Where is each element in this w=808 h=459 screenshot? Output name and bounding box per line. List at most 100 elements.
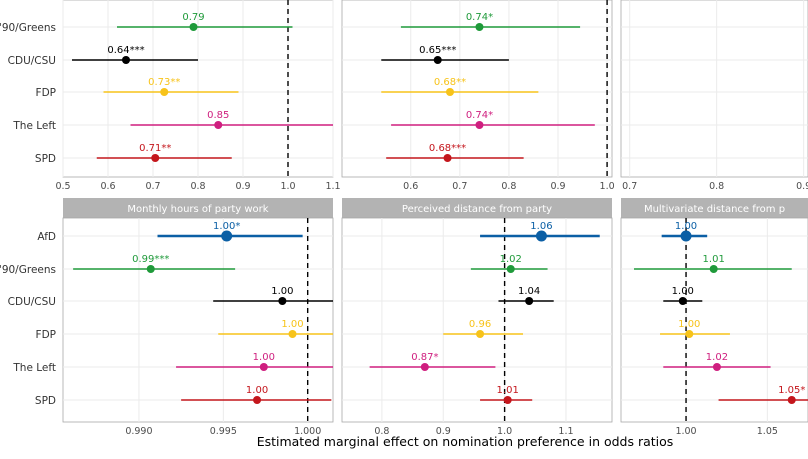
x-tick-label: 1.1: [325, 181, 340, 192]
point-spd: [253, 396, 262, 404]
y-tick-label-the-left: The Left: [12, 362, 56, 374]
data-label-spd: 1.01: [497, 385, 519, 396]
x-tick-label: 1.1: [558, 426, 573, 437]
data-label-spd: 1.00: [246, 385, 268, 396]
point-cdu-csu: [122, 56, 130, 64]
point-cdu-csu: [278, 297, 287, 305]
x-tick-label: 0.8: [190, 181, 205, 192]
point-fdp: [160, 88, 169, 96]
x-tick-label: 0.995: [210, 426, 237, 437]
panel-data: 0.74* 0.65*** 0.68** 0.74* 0.68***: [381, 12, 595, 162]
x-tick-label: 0.6: [403, 181, 418, 192]
data-label-the-left: 0.87*: [411, 352, 438, 363]
x-tick-label: 0.9: [550, 181, 565, 192]
data-label-spd: 1.05*: [778, 385, 805, 396]
data-label-the-left: 0.85: [207, 110, 229, 121]
point-spd: [503, 396, 512, 404]
panel-frame: [62, 217, 334, 423]
point-a-90-greens: [146, 265, 155, 273]
data-label-fdp: 0.73**: [148, 77, 180, 88]
panel-data: 1.00 1.01 1.00 1.00 1.02 1.05*: [634, 221, 808, 404]
x-tick-label: 0.7: [452, 181, 467, 192]
panel-0-1: 0.6 0.7 0.8 0.9 1.00.74*0.65***0.68**0.74*0.…: [341, 0, 615, 192]
point-cdu-csu: [525, 297, 534, 305]
x-tick-label: 0.6: [100, 181, 115, 192]
point-afd: [680, 230, 692, 242]
panel-0-2: 0.7 0.8 0.9: [620, 0, 808, 192]
point-the-left: [420, 363, 429, 371]
point-fdp: [685, 330, 694, 338]
x-tick-label: 0.8: [709, 181, 724, 192]
data-label-fdp: 0.68**: [434, 77, 466, 88]
point-fdp: [288, 330, 297, 338]
x-tick-label: 0.7: [622, 181, 637, 192]
panel-data: 1.06 1.02 1.04 0.96 0.87* 1.01: [369, 221, 600, 404]
x-tick-label: 1.0: [600, 181, 615, 192]
y-tick-label-a-90-greens: A'90/Greens: [0, 264, 56, 276]
data-label-cdu-csu: 0.64***: [107, 45, 144, 56]
data-label-fdp: 1.00: [281, 319, 303, 330]
point-the-left: [475, 121, 484, 129]
data-label-fdp: 0.96: [469, 319, 491, 330]
y-tick-label-fdp: FDP: [36, 329, 56, 341]
data-label-the-left: 1.00: [253, 352, 275, 363]
point-the-left: [259, 363, 268, 371]
x-tick-label: 0.990: [125, 426, 152, 437]
panel-title: Perceived distance from party: [402, 204, 552, 215]
y-tick-label-the-left: The Left: [12, 120, 56, 132]
point-spd: [787, 396, 796, 404]
y-tick-label-a-90-greens: A'90/Greens: [0, 22, 56, 34]
point-a-90-greens: [475, 23, 484, 31]
x-tick-label: 0.9: [796, 181, 808, 192]
x-tick-label: 1.05: [757, 426, 778, 437]
panel-1-2: Multivariate distance from p 1.00 1.05 1.00…: [620, 198, 808, 437]
x-tick-label: 0.5: [55, 181, 70, 192]
x-tick-label: 1.0: [497, 426, 512, 437]
x-tick-label: 0.9: [235, 181, 250, 192]
y-tick-label-afd: AfD: [37, 231, 56, 243]
x-tick-label: 1.000: [294, 426, 321, 437]
panel-0-0: 0.5 0.6 0.7 0.8 0.9 1.0 1.10.790.64***0.73**0.…: [55, 0, 341, 192]
data-label-fdp: 1.00: [678, 319, 700, 330]
panel-frame: [341, 217, 613, 423]
panel-title: Monthly hours of party work: [127, 204, 268, 215]
y-tick-label-cdu-csu: CDU/CSU: [8, 296, 56, 308]
x-axis-label: Estimated marginal effect on nomination …: [257, 434, 674, 449]
data-label-a-90-greens: 0.74*: [466, 12, 493, 23]
point-fdp: [476, 330, 485, 338]
x-tick-label: 1.00: [675, 426, 696, 437]
panel-strip: [342, 198, 612, 218]
point-cdu-csu: [678, 297, 687, 305]
y-tick-label-spd: SPD: [35, 153, 56, 165]
data-label-afd: 1.06: [530, 221, 552, 232]
panel-frame: [620, 0, 808, 178]
data-label-a-90-greens: 1.02: [500, 254, 522, 265]
panel-strip: [63, 198, 333, 218]
panel-1-1: Perceived distance from party 0.8 0.9 1.0 1.…: [341, 198, 613, 437]
panel-data: 0.79 0.64*** 0.73** 0.85 0.71**: [72, 12, 333, 162]
point-a-90-greens: [506, 265, 515, 273]
x-tick-label: 0.7: [145, 181, 160, 192]
data-label-cdu-csu: 1.04: [518, 286, 540, 297]
point-a-90-greens: [189, 23, 198, 31]
x-tick-label: 0.9: [436, 426, 451, 437]
y-tick-label-spd: SPD: [35, 395, 56, 407]
point-fdp: [446, 88, 454, 96]
y-tick-label-fdp: FDP: [36, 87, 56, 99]
y-tick-label-cdu-csu: CDU/CSU: [8, 55, 56, 67]
data-label-afd: 1.00*: [213, 221, 240, 232]
data-label-a-90-greens: 0.79: [182, 12, 204, 23]
point-cdu-csu: [433, 56, 442, 64]
data-label-cdu-csu: 1.00: [672, 286, 694, 297]
data-label-cdu-csu: 1.00: [271, 286, 293, 297]
point-a-90-greens: [709, 265, 718, 273]
panel-strip: [621, 198, 808, 218]
point-the-left: [214, 121, 223, 129]
point-spd: [151, 154, 160, 162]
data-label-afd: 1.00: [675, 221, 697, 232]
data-label-the-left: 0.74*: [466, 110, 493, 121]
point-the-left: [712, 363, 721, 371]
data-label-spd: 0.71**: [139, 143, 171, 154]
